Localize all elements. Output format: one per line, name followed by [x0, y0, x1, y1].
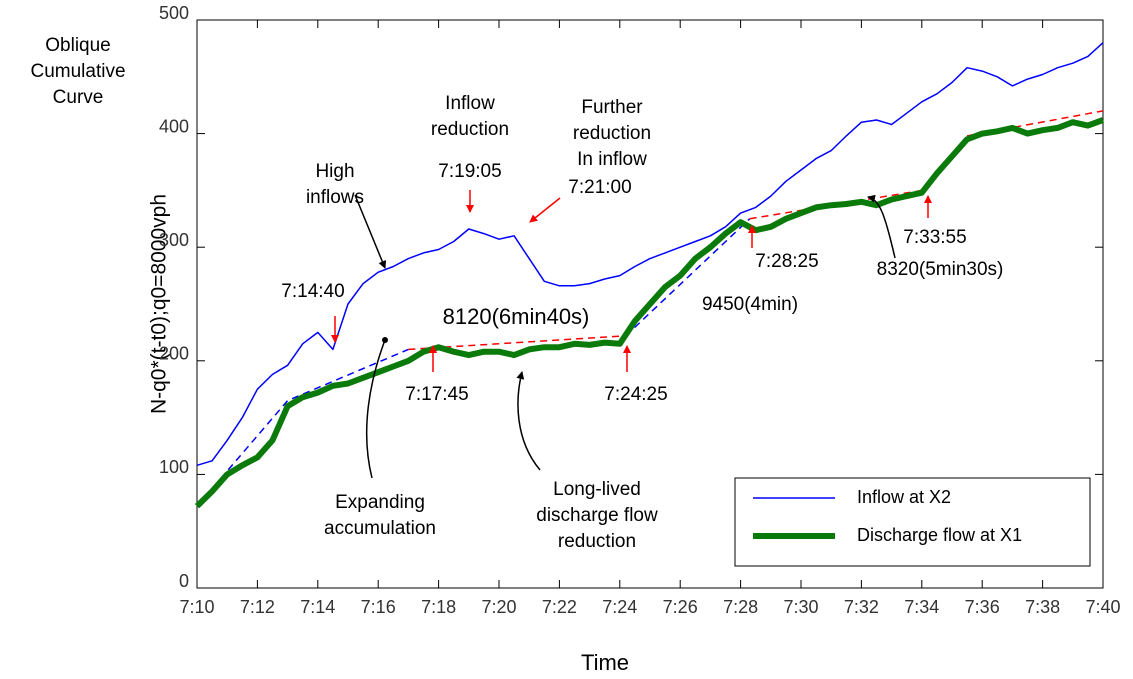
corner-label-line: Curve — [53, 87, 104, 108]
corner-label-line: Oblique — [45, 35, 111, 56]
annotation-arrow — [529, 197, 561, 223]
annotation: High inflows — [306, 161, 364, 208]
x-tick-label: 7:16 — [361, 597, 396, 617]
x-tick-label: 7:24 — [602, 597, 637, 617]
annotation-line: inflows — [306, 187, 364, 208]
x-tick-label: 7:38 — [1025, 597, 1060, 617]
y-tick-label: 100 — [159, 457, 189, 477]
annotation-arrow — [354, 194, 387, 269]
x-axis-label: Time — [581, 650, 629, 675]
annotation-line: In inflow — [577, 149, 647, 170]
x-tick-label: 7:36 — [965, 597, 1000, 617]
annotation-line: 8120(6min40s) — [443, 304, 590, 329]
y-tick-label: 200 — [159, 344, 189, 364]
annotation-line: 7:19:05 — [438, 161, 501, 182]
y-axis-label: N-q0*(t-t0);q0=8000vph — [148, 194, 171, 414]
annotation-line: 7:14:40 — [281, 281, 344, 302]
series-line — [194, 117, 1105, 509]
annotation: 8120(6min40s) — [443, 304, 590, 329]
annotation: 7:17:45 — [405, 384, 468, 405]
x-tick-label: 7:40 — [1085, 597, 1120, 617]
annotation: 7:19:05 — [438, 161, 501, 182]
x-tick-label: 7:32 — [844, 597, 879, 617]
annotation-line: reduction — [558, 531, 636, 552]
annotation: Further reduction In inflow — [573, 97, 651, 170]
corner-label: Oblique Cumulative Curve — [30, 35, 125, 108]
annotation: Expanding accumulation — [324, 492, 436, 539]
annotation: Long-lived discharge flow reduction — [536, 479, 658, 552]
annotation: 8320(5min30s) — [877, 259, 1004, 280]
x-tick-label: 7:22 — [542, 597, 577, 617]
x-tick-label: 7:26 — [663, 597, 698, 617]
x-tick-label: 7:12 — [240, 597, 275, 617]
reference-line — [625, 218, 751, 337]
annotation-line: 7:24:25 — [604, 384, 667, 405]
annotation-line: Expanding — [335, 492, 425, 513]
annotation: 7:28:25 — [755, 251, 818, 272]
annotation-arrow — [867, 194, 896, 259]
y-tick-label: 300 — [159, 230, 189, 250]
annotation-line: accumulation — [324, 518, 436, 539]
plot-frame — [196, 19, 1104, 589]
annotation-line: Inflow — [445, 93, 495, 114]
annotation: 7:24:25 — [604, 384, 667, 405]
annotation-line: reduction — [573, 123, 651, 144]
annotation-dot — [382, 337, 388, 343]
x-tick-label: 7:30 — [783, 597, 818, 617]
annotation: 7:33:55 — [903, 227, 966, 248]
annotation: 9450(4min) — [702, 294, 798, 315]
x-tick-label: 7:18 — [421, 597, 456, 617]
legend-label: Inflow at X2 — [857, 487, 951, 507]
annotation-line: 9450(4min) — [702, 294, 798, 315]
annotation-line: 7:33:55 — [903, 227, 966, 248]
x-tick-label: 7:20 — [481, 597, 516, 617]
annotation: Inflow reduction — [431, 93, 509, 140]
y-tick-label: 500 — [159, 3, 189, 23]
x-tick-label: 7:28 — [723, 597, 758, 617]
legend-label: Discharge flow at X1 — [857, 525, 1022, 545]
annotation-curve — [365, 339, 386, 479]
annotation: 7:14:40 — [281, 281, 344, 302]
annotation-arrow — [516, 371, 541, 471]
annotation: 7:21:00 — [568, 177, 631, 198]
annotation-line: 7:17:45 — [405, 384, 468, 405]
annotation-line: High — [315, 161, 354, 182]
annotation-line: Long-lived — [553, 479, 641, 500]
x-tick-label: 7:10 — [179, 597, 214, 617]
series-line — [196, 42, 1104, 467]
annotation-line: 8320(5min30s) — [877, 259, 1004, 280]
annotation-line: 7:28:25 — [755, 251, 818, 272]
annotation-line: Further — [581, 97, 643, 118]
annotation-line: reduction — [431, 119, 509, 140]
x-tick-label: 7:14 — [300, 597, 335, 617]
corner-label-line: Cumulative — [30, 61, 125, 82]
annotation-line: 7:21:00 — [568, 177, 631, 198]
annotation-line: discharge flow — [536, 505, 658, 526]
legend-box — [734, 477, 1091, 567]
x-tick-label: 7:34 — [904, 597, 939, 617]
y-tick-label: 400 — [159, 116, 189, 136]
y-tick-label: 0 — [179, 571, 189, 591]
